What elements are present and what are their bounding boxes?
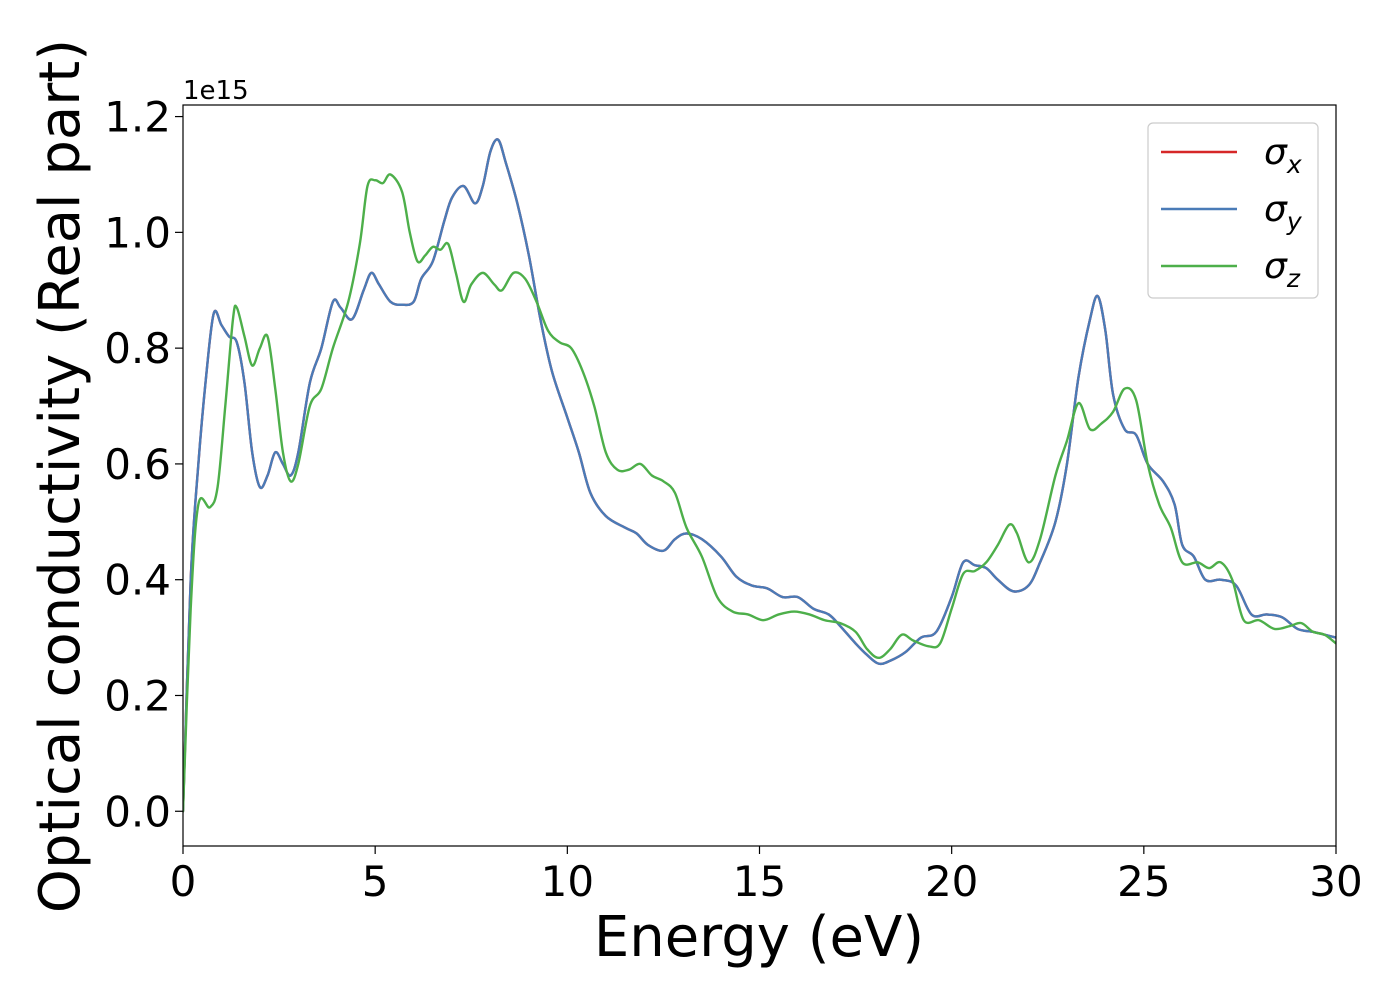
legend-label-base: σ bbox=[1264, 132, 1288, 173]
legend-label-subscript: y bbox=[1286, 207, 1303, 236]
series-line-sigma-z bbox=[183, 173, 1336, 813]
y-tick-label: 0.0 bbox=[104, 787, 171, 836]
x-axis: 0 5 10 15 20 25 30 bbox=[170, 846, 1363, 906]
x-tick-label: 20 bbox=[925, 857, 978, 906]
legend-label-sigma-y: σy bbox=[1264, 189, 1303, 236]
x-tick-label: 0 bbox=[170, 857, 197, 906]
legend-frame bbox=[1147, 122, 1319, 299]
y-tick-label: 1.0 bbox=[104, 208, 171, 257]
legend-label-subscript: x bbox=[1286, 150, 1302, 179]
y-axis-label: Optical conductivity (Real part) bbox=[28, 39, 93, 913]
x-tick-label: 30 bbox=[1309, 857, 1362, 906]
x-tick-label: 10 bbox=[541, 857, 594, 906]
legend-label-sigma-z: σz bbox=[1264, 246, 1301, 293]
legend-label-base: σ bbox=[1264, 189, 1288, 230]
x-tick-label: 25 bbox=[1117, 857, 1170, 906]
legend-label-subscript: z bbox=[1286, 264, 1301, 293]
y-axis: 0.0 0.2 0.4 0.6 0.8 1.0 1.2 bbox=[104, 93, 183, 836]
legend-label-sigma-x: σx bbox=[1264, 132, 1302, 179]
y-axis-multiplier: 1e15 bbox=[183, 76, 249, 106]
legend-label-base: σ bbox=[1264, 246, 1288, 287]
y-tick-label: 0.8 bbox=[104, 324, 171, 373]
series-layer bbox=[183, 138, 1336, 813]
y-tick-label: 0.2 bbox=[104, 671, 171, 720]
x-tick-label: 5 bbox=[362, 857, 389, 906]
x-axis-label: Energy (eV) bbox=[594, 905, 924, 970]
y-tick-label: 0.4 bbox=[104, 556, 171, 605]
y-tick-label: 0.6 bbox=[104, 440, 171, 489]
y-tick-label: 1.2 bbox=[104, 93, 171, 142]
series-line-sigma-y bbox=[183, 138, 1336, 813]
x-tick-label: 15 bbox=[733, 857, 786, 906]
